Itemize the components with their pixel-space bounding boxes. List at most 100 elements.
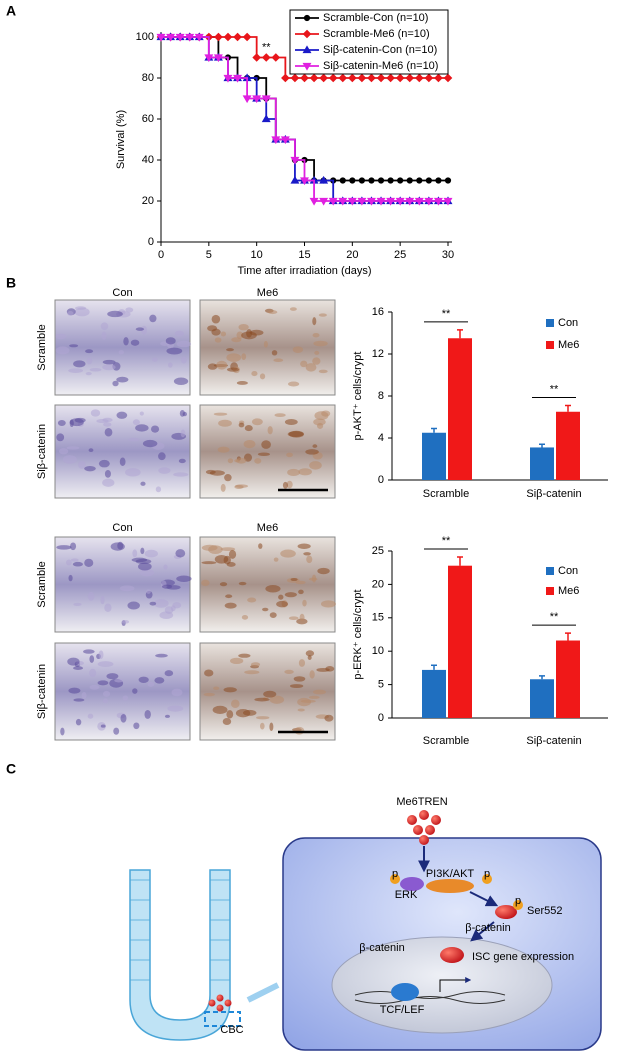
legend-swatch <box>546 341 554 349</box>
texture <box>114 678 124 683</box>
texture <box>226 367 240 372</box>
texture <box>73 666 83 670</box>
texture <box>235 457 247 464</box>
texture <box>85 349 94 354</box>
bar <box>448 565 472 718</box>
texture <box>123 337 129 346</box>
marker <box>443 73 453 83</box>
texture <box>289 684 304 689</box>
marker <box>233 74 243 83</box>
marker <box>397 177 404 184</box>
texture <box>244 670 260 675</box>
texture <box>116 376 129 383</box>
marker <box>424 197 434 206</box>
texture <box>269 612 277 618</box>
texture <box>284 669 294 675</box>
texture <box>100 595 105 605</box>
texture <box>66 446 80 450</box>
texture <box>119 585 135 592</box>
texture <box>241 615 249 620</box>
crypt-cells <box>130 879 230 981</box>
marker <box>328 73 338 83</box>
texture <box>313 340 328 347</box>
texture <box>173 377 189 385</box>
marker <box>302 29 312 39</box>
bar <box>556 411 580 480</box>
texture <box>69 418 84 427</box>
texture <box>118 350 124 355</box>
texture <box>220 483 226 492</box>
micrograph <box>54 642 191 741</box>
legend-label: Con <box>558 565 578 577</box>
bar <box>530 447 554 480</box>
texture <box>317 567 330 575</box>
diagram-label: PI3K/AKT <box>426 868 475 880</box>
texture <box>144 709 151 719</box>
marker <box>290 73 300 83</box>
marker <box>166 33 176 42</box>
texture <box>85 372 92 376</box>
y-tick-label: 25 <box>372 545 384 557</box>
texture <box>269 722 274 732</box>
texture <box>287 468 300 477</box>
marker <box>347 197 357 206</box>
marker <box>405 197 415 206</box>
legend-label: Siβ-catenin-Me6 (n=10) <box>323 60 438 72</box>
texture <box>173 472 189 477</box>
texture <box>287 431 304 438</box>
texture <box>102 364 116 371</box>
texture <box>89 655 95 663</box>
marker <box>376 73 386 83</box>
annotation: ** <box>262 41 271 53</box>
texture <box>230 657 244 665</box>
texture <box>70 542 77 551</box>
texture <box>251 418 263 426</box>
marker <box>252 95 262 104</box>
texture <box>132 549 138 558</box>
texture <box>65 559 72 566</box>
texture <box>102 478 115 487</box>
texture <box>303 552 311 556</box>
error-bar <box>565 632 571 641</box>
texture <box>213 412 228 416</box>
texture <box>293 676 306 682</box>
marker <box>368 177 375 184</box>
texture <box>138 562 152 571</box>
marker <box>261 95 271 104</box>
marker <box>357 73 367 83</box>
texture <box>139 568 155 577</box>
marker <box>366 197 376 206</box>
y-tick-label: 80 <box>142 72 154 84</box>
texture <box>305 650 315 657</box>
texture <box>292 346 304 353</box>
legend-swatch <box>546 319 554 327</box>
annotation: ** <box>550 611 559 623</box>
texture <box>298 468 312 476</box>
x-tick-label: 25 <box>394 249 406 261</box>
crypt <box>129 869 231 1041</box>
marker <box>348 73 357 83</box>
texture <box>282 481 288 489</box>
texture <box>217 446 230 453</box>
texture <box>97 680 109 686</box>
texture <box>236 381 248 385</box>
zoom-arrow <box>246 982 280 1003</box>
texture <box>58 448 69 455</box>
texture <box>219 582 228 587</box>
beta-catenin <box>495 905 517 919</box>
texture <box>83 649 95 654</box>
x-tick-label: 30 <box>442 249 454 261</box>
texture <box>98 650 104 660</box>
marker <box>358 177 365 184</box>
marker <box>303 14 311 22</box>
error-bar <box>457 556 463 566</box>
texture <box>238 653 251 658</box>
annotation: ** <box>442 535 451 547</box>
legend-box <box>289 9 449 75</box>
texture <box>171 688 183 697</box>
marker <box>435 177 442 184</box>
texture <box>84 558 94 567</box>
texture <box>265 585 281 593</box>
marker <box>414 197 424 206</box>
